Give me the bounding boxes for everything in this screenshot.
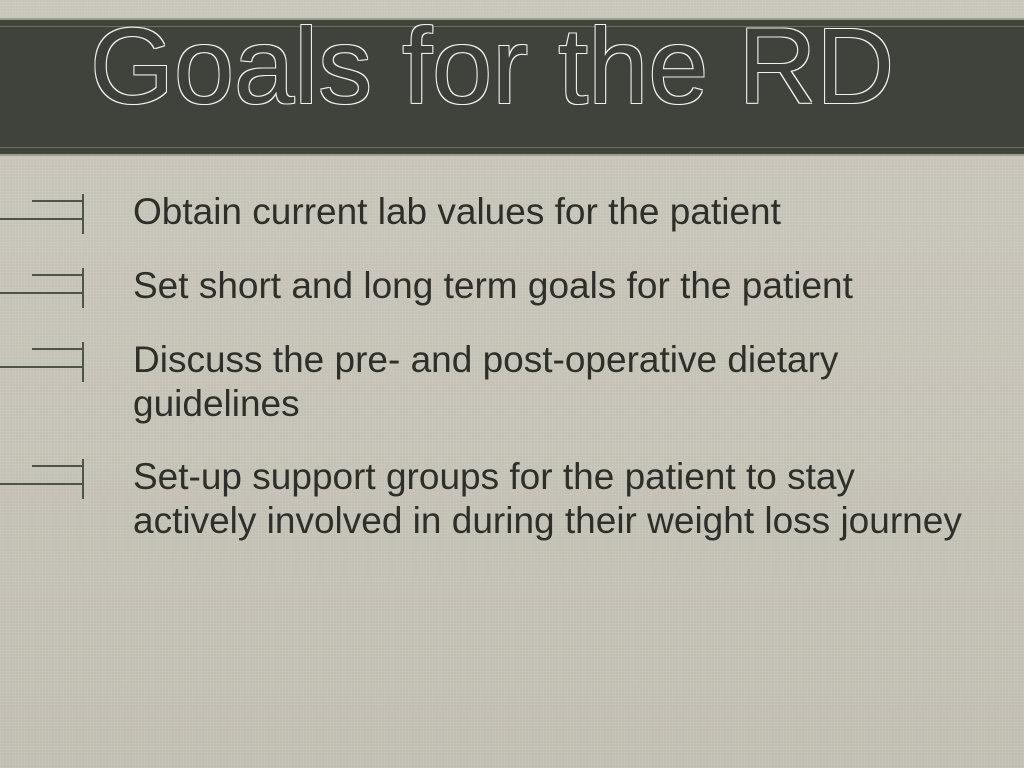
list-item: Set short and long term goals for the pa… — [0, 264, 984, 308]
content-area: Obtain current lab values for the patien… — [0, 190, 984, 573]
slide-title: Goals for the RD — [90, 12, 894, 120]
list-item: Discuss the pre- and post-operative diet… — [0, 338, 984, 425]
band-inner-line-bottom — [0, 147, 1024, 148]
bullet-icon — [0, 342, 105, 382]
list-item-text: Discuss the pre- and post-operative diet… — [105, 338, 984, 425]
bullet-icon — [0, 194, 105, 234]
list-item-text: Set short and long term goals for the pa… — [105, 264, 984, 308]
bullet-icon — [0, 268, 105, 308]
list-item: Set-up support groups for the patient to… — [0, 455, 984, 542]
list-item: Obtain current lab values for the patien… — [0, 190, 984, 234]
bullet-icon — [0, 459, 105, 499]
list-item-text: Obtain current lab values for the patien… — [105, 190, 984, 234]
list-item-text: Set-up support groups for the patient to… — [105, 455, 984, 542]
